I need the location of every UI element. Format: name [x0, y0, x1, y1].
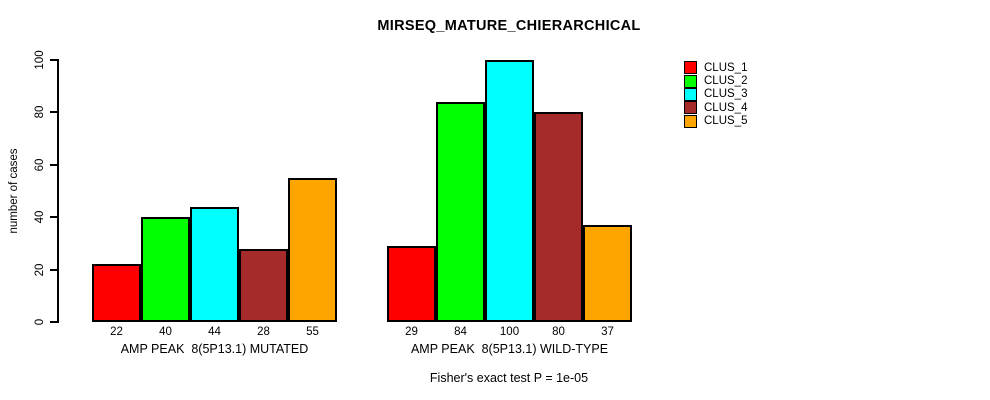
y-tick-label: 100: [34, 50, 46, 70]
bar-value-label: 29: [405, 326, 418, 338]
bar-value-label: 22: [110, 326, 123, 338]
bar-clus_3-group2: [485, 60, 534, 322]
y-tick-label: 40: [34, 210, 46, 224]
legend-swatch: [684, 74, 697, 88]
legend-label: CLUS_1: [704, 61, 748, 74]
bar-clus_4-group1: [239, 248, 288, 322]
y-axis-label: number of cases: [8, 148, 20, 234]
y-tick-mark: [50, 59, 58, 61]
bar-clus_5-group2: [583, 225, 632, 322]
legend-swatch: [684, 101, 697, 115]
y-axis-line: [57, 59, 59, 323]
y-tick-label: 60: [34, 158, 46, 172]
bar-clus_2-group1: [141, 217, 190, 322]
y-tick-mark: [50, 268, 58, 271]
legend-item-clus_3: CLUS_3: [684, 87, 748, 101]
group-label: AMP PEAK 8(5P13.1) WILD-TYPE: [410, 342, 609, 356]
legend-item-clus_2: CLUS_2: [684, 74, 748, 88]
legend-item-clus_1: CLUS_1: [684, 61, 748, 75]
y-tick-label: 80: [34, 105, 46, 119]
footer-annotation: Fisher's exact test P = 1e-05: [429, 371, 589, 385]
legend-item-clus_5: CLUS_5: [684, 114, 748, 128]
legend-item-clus_4: CLUS_4: [684, 101, 748, 115]
y-tick-label: 0: [34, 318, 46, 326]
bar-value-label: 40: [159, 326, 172, 338]
bar-value-label: 37: [601, 326, 614, 338]
chart-title: MIRSEQ_MATURE_CHIERARCHICAL: [377, 18, 641, 34]
bar-clus_4-group2: [534, 112, 583, 322]
bar-value-label: 84: [454, 326, 467, 338]
bar-value-label: 80: [552, 326, 565, 338]
bar-clus_3-group1: [190, 206, 239, 322]
legend-label: CLUS_4: [704, 101, 748, 114]
legend-label: CLUS_2: [704, 75, 748, 88]
legend-swatch: [684, 61, 697, 75]
legend-swatch: [684, 87, 697, 101]
bar-clus_2-group2: [436, 101, 485, 322]
bar-clus_1-group2: [387, 246, 436, 322]
legend-label: CLUS_5: [704, 115, 748, 128]
y-tick-label: 20: [34, 263, 46, 276]
legend-label: CLUS_3: [704, 88, 748, 101]
bar-clus_1-group1: [92, 264, 141, 322]
bar-value-label: 100: [499, 326, 520, 338]
bar-value-label: 44: [208, 326, 221, 338]
y-tick-mark: [50, 216, 58, 219]
legend-swatch: [684, 114, 697, 128]
legend: CLUS_1 CLUS_2 CLUS_3 CLUS_4 CLUS_5: [684, 61, 747, 128]
bar-value-label: 28: [257, 326, 270, 338]
bar-clus_5-group1: [288, 177, 337, 322]
group-label: AMP PEAK 8(5P13.1) MUTATED: [120, 342, 309, 356]
y-tick-mark: [50, 111, 58, 114]
y-tick-mark: [50, 163, 58, 166]
y-tick-mark: [50, 321, 58, 323]
bar-value-label: 55: [306, 326, 319, 338]
